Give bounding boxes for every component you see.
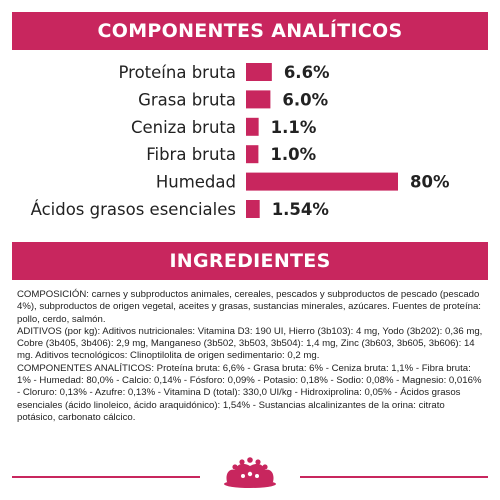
analytics-chart: Proteína bruta 6.6% Grasa bruta 6.0% Ceniza … — [0, 58, 500, 230]
analytics-value: 1.0% — [270, 145, 316, 164]
analytics-bar — [246, 117, 259, 136]
analytics-bar — [246, 145, 259, 164]
analytics-label: Ceniza bruta — [131, 118, 236, 137]
ingredients-title: INGREDIENTES — [169, 250, 331, 272]
ingredients-header: INGREDIENTES — [12, 242, 488, 280]
analytics-value: 80% — [410, 173, 450, 192]
analytics-title: COMPONENTES ANALÍTICOS — [97, 20, 403, 42]
ingredients-text: COMPOSICIÓN: carnes y subproductos anima… — [17, 289, 483, 424]
composition-paragraph: COMPOSICIÓN: carnes y subproductos anima… — [17, 289, 481, 325]
analytics-value: 1.54% — [272, 200, 330, 219]
analytics-label: Grasa bruta — [138, 90, 236, 109]
analytics-value: 6.6% — [284, 63, 330, 82]
analytics-label: Humedad — [156, 173, 236, 192]
analytics-bar — [246, 200, 260, 218]
analytics-label: Fibra bruta — [146, 145, 236, 164]
analytics-value: 1.1% — [271, 118, 317, 137]
analytics-header: COMPONENTES ANALÍTICOS — [12, 12, 488, 50]
analytics-bar — [246, 90, 271, 109]
royal-canin-crown-icon — [224, 457, 276, 488]
footer-line-right — [300, 476, 488, 478]
analytics-value: 6.0% — [282, 90, 328, 109]
analytics-paragraph: COMPONENTES ANALÍTICOS: Proteína bruta: … — [17, 362, 482, 423]
analytics-bars: Proteína bruta 6.6% Grasa bruta 6.0% Ceniza … — [31, 63, 450, 219]
analytics-bar — [246, 63, 272, 81]
analytics-label: Ácidos grasos esenciales — [31, 200, 236, 219]
additives-paragraph: ADITIVOS (por kg): Aditivos nutricionale… — [17, 325, 483, 362]
footer-line-left — [12, 476, 200, 478]
analytics-bar — [246, 172, 398, 191]
analytics-label: Proteína bruta — [119, 63, 237, 82]
